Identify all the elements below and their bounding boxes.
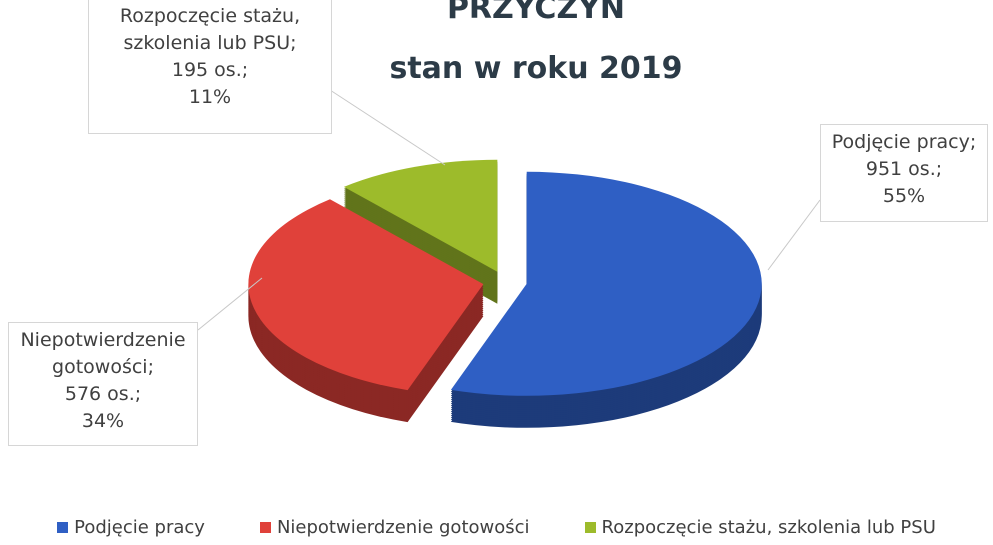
data-label-line: 11% bbox=[188, 86, 232, 108]
legend-swatch bbox=[57, 522, 69, 533]
data-label-line: Podjęcie pracy; bbox=[831, 131, 977, 153]
data-label-line: 951 os.; bbox=[865, 158, 943, 180]
leader-line bbox=[329, 89, 446, 166]
legend: Podjęcie pracy Niepotwierdzenie gotowości… bbox=[0, 517, 993, 538]
data-label-line: 195 os.; bbox=[171, 59, 249, 81]
slice bbox=[248, 199, 484, 391]
data-label-line: Niepotwierdzenie gotowości; bbox=[20, 329, 186, 378]
data-label-line: Rozpoczęcie stażu, szkolenia lub PSU; bbox=[119, 5, 301, 54]
legend-label: Niepotwierdzenie gotowości bbox=[276, 517, 530, 538]
slice bbox=[450, 171, 762, 396]
data-label: Rozpoczęcie stażu, szkolenia lub PSU; 195… bbox=[88, 0, 332, 134]
legend-item: Rozpoczęcie stażu, szkolenia lub PSU bbox=[584, 517, 936, 538]
legend-item: Podjęcie pracy bbox=[57, 517, 205, 538]
legend-swatch bbox=[584, 522, 596, 533]
pie bbox=[248, 159, 762, 428]
chart-subtitle: stan w roku 2019 bbox=[389, 51, 682, 86]
data-label: Niepotwierdzenie gotowości; 576 os.; 34% bbox=[8, 322, 198, 446]
data-label: Podjęcie pracy; 951 os.; 55% bbox=[820, 124, 988, 222]
legend-item: Niepotwierdzenie gotowości bbox=[259, 517, 530, 538]
legend-label: Rozpoczęcie stażu, szkolenia lub PSU bbox=[601, 517, 936, 538]
leader-line bbox=[767, 199, 821, 271]
data-label-line: 55% bbox=[882, 185, 926, 207]
legend-swatch bbox=[259, 522, 271, 533]
legend-label: Podjęcie pracy bbox=[74, 517, 205, 538]
chart-title: PRZYCZYN bbox=[447, 0, 625, 26]
leader-line bbox=[197, 277, 263, 331]
data-label-line: 34% bbox=[81, 410, 125, 432]
data-label-line: 576 os.; bbox=[64, 383, 142, 405]
slice bbox=[343, 159, 498, 272]
